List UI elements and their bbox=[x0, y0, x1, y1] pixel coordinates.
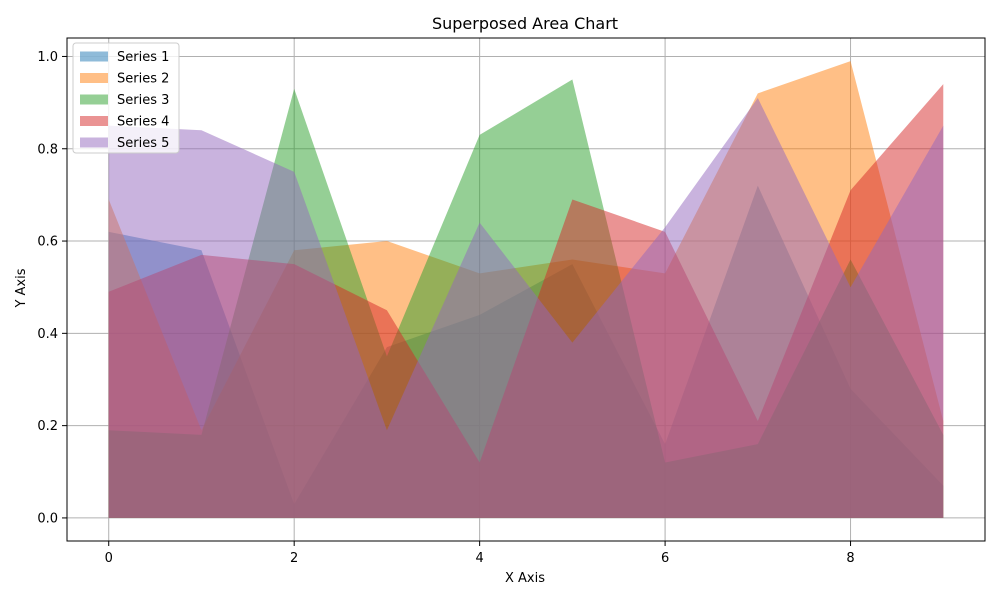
legend-label-4: Series 4 bbox=[117, 115, 169, 130]
legend: Series 1 Series 2 Series 3 Series 4 Series 5 bbox=[72, 42, 180, 154]
x-tick-label: 6 bbox=[661, 551, 669, 566]
y-axis-ticks: 0.0 0.2 0.4 0.6 0.8 1.0 bbox=[37, 50, 67, 526]
plot-frame bbox=[66, 37, 986, 542]
x-tick-label: 8 bbox=[846, 551, 854, 566]
area-series-5 bbox=[108, 97, 944, 518]
y-axis-label: Y Axis bbox=[14, 268, 29, 308]
legend-swatch-2 bbox=[80, 73, 108, 83]
chart-title: Superposed Area Chart bbox=[432, 14, 618, 33]
x-tick-label: 0 bbox=[105, 551, 113, 566]
legend-label-2: Series 2 bbox=[117, 72, 169, 87]
legend-swatch-1 bbox=[80, 51, 108, 62]
y-tick-label: 0.6 bbox=[37, 235, 58, 250]
area-series-group bbox=[108, 61, 944, 518]
legend-label-1: Series 1 bbox=[117, 50, 169, 65]
y-tick-label: 0.0 bbox=[37, 511, 58, 526]
x-tick-label: 4 bbox=[475, 551, 483, 566]
legend-label-3: Series 3 bbox=[117, 93, 169, 108]
legend-swatch-5 bbox=[80, 137, 108, 148]
legend-label-5: Series 5 bbox=[117, 136, 169, 151]
legend-swatch-3 bbox=[80, 94, 108, 105]
y-tick-label: 0.2 bbox=[37, 419, 58, 434]
x-axis-ticks: 0 2 4 6 8 bbox=[105, 541, 855, 566]
legend-swatch-4 bbox=[80, 116, 108, 126]
x-axis-label: X Axis bbox=[505, 571, 545, 586]
y-tick-label: 0.8 bbox=[37, 142, 58, 157]
x-tick-label: 2 bbox=[290, 551, 298, 566]
y-tick-label: 1.0 bbox=[37, 50, 58, 65]
y-tick-label: 0.4 bbox=[37, 327, 58, 342]
